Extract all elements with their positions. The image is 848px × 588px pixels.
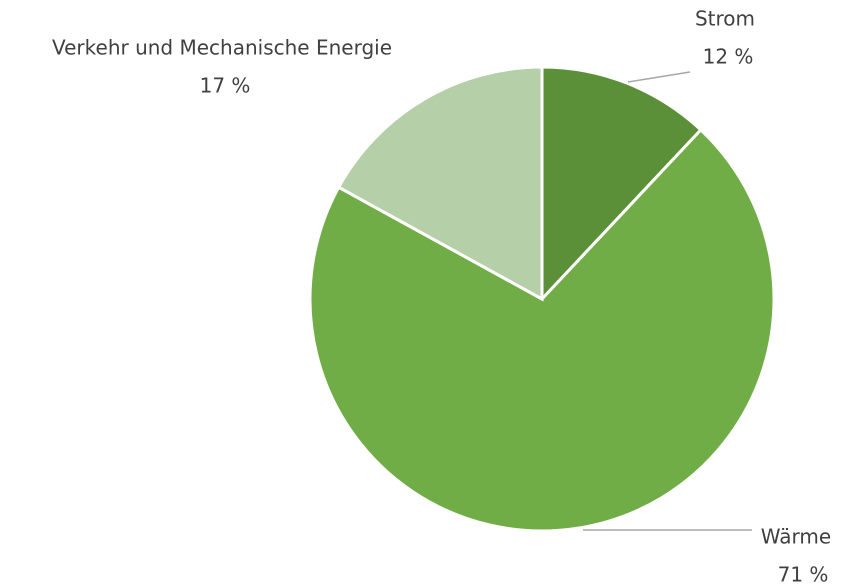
pie-slice [540, 65, 703, 303]
pie-slice [336, 65, 544, 302]
value-label: 17 % [200, 74, 251, 98]
category-label: Verkehr und Mechanische Energie [52, 36, 392, 60]
category-label: Wärme [761, 525, 831, 549]
pie [308, 65, 776, 533]
value-label: 71 % [778, 563, 829, 587]
value-label: 12 % [703, 45, 754, 69]
category-label: Strom [695, 7, 755, 31]
leader-line [627, 71, 691, 83]
pie-slice [308, 127, 776, 533]
